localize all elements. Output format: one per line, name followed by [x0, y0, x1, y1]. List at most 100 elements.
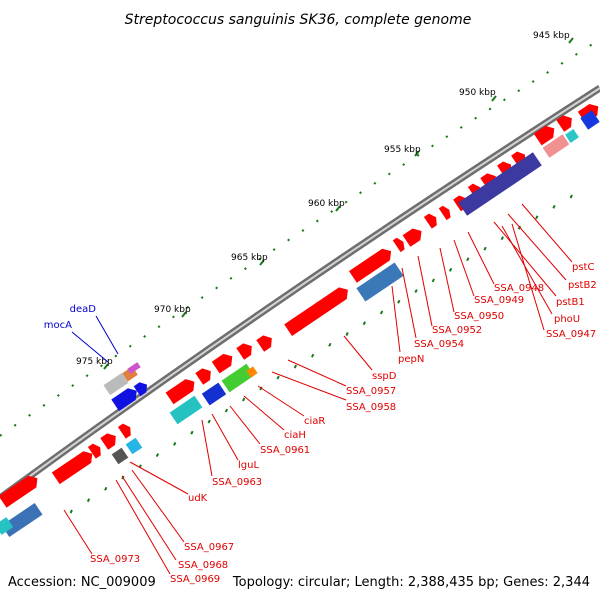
- gene-label: SSA_0967: [184, 542, 234, 553]
- outer-tick: [258, 257, 262, 261]
- leader-line: [467, 231, 495, 285]
- gene-label: SSA_0961: [260, 445, 310, 456]
- outer-tick: [114, 354, 118, 358]
- gene-label: SSA_0952: [432, 325, 482, 336]
- gene-arrow: [284, 287, 348, 336]
- gene-arrow: [349, 248, 392, 283]
- gene-block: [580, 110, 600, 130]
- outer-tick: [71, 384, 75, 388]
- outer-tick: [28, 413, 31, 417]
- outer-tick: [402, 163, 406, 167]
- outer-tick: [128, 344, 132, 348]
- outer-tick: [229, 276, 233, 280]
- gene-label: sspD: [372, 371, 397, 382]
- outer-tick: [200, 296, 204, 300]
- inner-tick: [86, 498, 91, 503]
- inner-tick: [207, 419, 211, 424]
- inner-tick: [104, 486, 108, 491]
- major-tick: [491, 95, 497, 102]
- inner-tick: [173, 441, 177, 446]
- gene-block: [458, 152, 542, 216]
- scale-label: 955 kbp: [384, 145, 421, 155]
- gene-label: SSA_0969: [170, 574, 220, 585]
- gene-label: SSA_0968: [178, 560, 228, 571]
- gene-block: [565, 129, 579, 143]
- gene-label: SSA_0949: [474, 295, 524, 306]
- inner-tick: [293, 364, 298, 369]
- gene-arrow: [100, 433, 116, 450]
- genome-backbone: [0, 85, 600, 501]
- gene-block: [111, 447, 129, 465]
- gene-label: SSA_0950: [454, 311, 504, 322]
- inner-tick: [276, 375, 280, 380]
- leader-line: [211, 413, 239, 461]
- leader-line: [115, 479, 171, 575]
- gene-label: SSA_0963: [212, 477, 262, 488]
- gene-arrow: [87, 443, 101, 459]
- major-tick: [414, 150, 420, 157]
- gene-arrow: [438, 205, 451, 221]
- inner-tick: [155, 453, 160, 457]
- leader-line: [257, 385, 305, 417]
- label-leader-lines: [63, 203, 573, 575]
- outer-tick: [431, 144, 434, 148]
- leader-line: [201, 419, 213, 477]
- leader-line: [121, 475, 177, 561]
- gene-label: mocA: [44, 320, 72, 331]
- inner-tick: [500, 236, 504, 241]
- inner-tick: [483, 246, 487, 251]
- gene-arrow: [211, 353, 233, 374]
- gene-label: ciaH: [284, 430, 306, 441]
- gene-block: [221, 363, 255, 393]
- leader-line: [343, 335, 373, 371]
- leader-line: [417, 255, 433, 327]
- outer-tick: [0, 433, 3, 437]
- outer-tick: [215, 286, 219, 290]
- outer-tick: [531, 80, 535, 83]
- backbone-highlight: [0, 87, 600, 499]
- gene-block: [542, 134, 570, 158]
- gene-label: phoU: [554, 314, 580, 325]
- outer-tick: [56, 393, 60, 397]
- gene-label: udK: [188, 493, 208, 504]
- gene-arrow: [117, 423, 131, 439]
- leader-line: [521, 203, 573, 263]
- outer-tick: [143, 334, 147, 338]
- outer-tick: [488, 107, 492, 111]
- outer-tick: [416, 153, 420, 157]
- outer-tick: [459, 125, 463, 129]
- inner-tick: [310, 353, 315, 358]
- inner-tick: [242, 397, 246, 402]
- scale-label: 950 kbp: [459, 88, 496, 98]
- outer-tick: [243, 267, 247, 271]
- inner-tick: [379, 310, 384, 315]
- major-tick: [259, 259, 265, 266]
- outer-tick: [589, 43, 593, 47]
- outer-tick: [502, 98, 506, 102]
- gene-arrow: [402, 228, 422, 247]
- inner-tick: [448, 267, 453, 272]
- inner-tick: [535, 215, 539, 220]
- gene-arrow: [236, 343, 252, 360]
- inner-tick: [224, 408, 229, 413]
- scale-label: 965 kbp: [231, 253, 268, 263]
- gene-label: SSA_0947: [546, 329, 596, 340]
- outer-tick: [315, 219, 319, 223]
- leader-line: [129, 461, 189, 495]
- gene-arrow: [0, 475, 38, 508]
- accession-text: Accession: NC_009009: [8, 575, 156, 590]
- scale-label: 970 kbp: [154, 305, 191, 315]
- inner-tick-track: [69, 194, 573, 514]
- gene-label: SSA_0954: [414, 339, 464, 350]
- scale-label: 945 kbp: [533, 31, 570, 41]
- inner-tick: [190, 430, 194, 435]
- leader-line: [71, 331, 109, 363]
- inner-tick: [328, 342, 332, 347]
- outer-tick: [344, 200, 348, 204]
- leader-line: [95, 315, 119, 355]
- leader-line: [391, 285, 401, 353]
- gene-block: [356, 262, 404, 302]
- outer-tick: [157, 325, 161, 329]
- gene-block: [246, 366, 258, 378]
